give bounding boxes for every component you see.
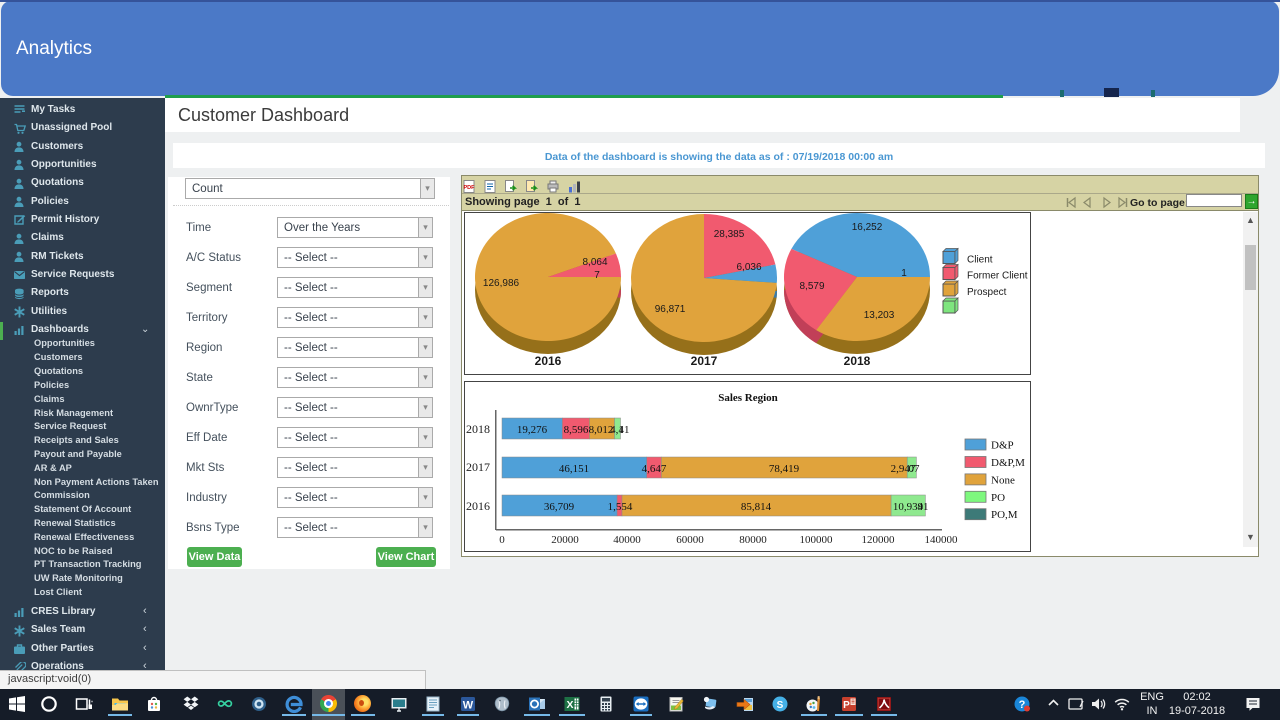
svg-text:P: P (843, 700, 850, 711)
svg-text:X: X (566, 699, 573, 711)
svg-text:PDF: PDF (464, 185, 476, 191)
svg-text:W: W (463, 700, 474, 712)
svg-text:?: ? (1019, 699, 1026, 711)
svg-text:S: S (777, 700, 784, 711)
